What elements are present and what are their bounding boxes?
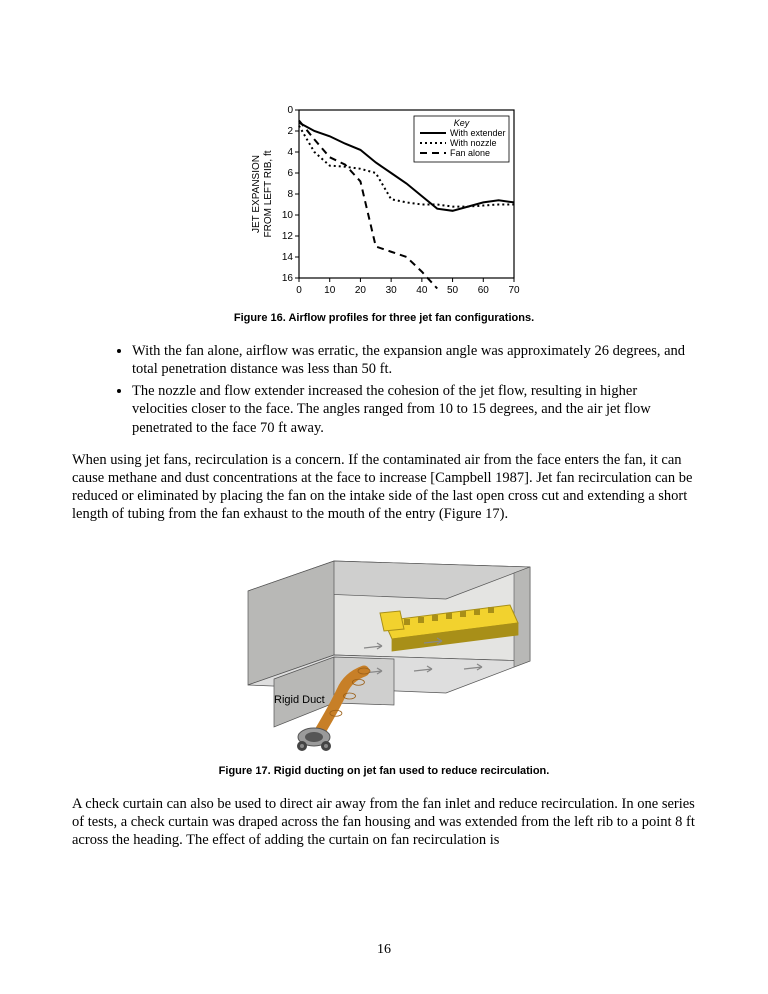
bullet-item: The nozzle and flow extender increased t… xyxy=(132,382,696,436)
page-number: 16 xyxy=(0,942,768,958)
bullet-item: With the fan alone, airflow was erratic,… xyxy=(132,342,696,378)
figure17-diagram: Rigid Duct xyxy=(72,533,696,753)
svg-text:16: 16 xyxy=(282,273,294,284)
svg-text:10: 10 xyxy=(282,210,294,221)
svg-text:0: 0 xyxy=(287,105,293,116)
figure16-chart: 0 10 20 30 40 50 60 70 0 2 4 6 8 10 12 14 16 JET EXPANSIO… xyxy=(72,100,696,300)
bullet-list: With the fan alone, airflow was erratic,… xyxy=(72,342,696,437)
svg-text:4: 4 xyxy=(287,147,293,158)
svg-text:6: 6 xyxy=(287,168,293,179)
svg-text:20: 20 xyxy=(355,285,367,296)
figure17-caption: Figure 17. Rigid ducting on jet fan used… xyxy=(72,765,696,777)
svg-text:14: 14 xyxy=(282,252,294,263)
svg-text:JET EXPANSION: JET EXPANSION xyxy=(251,155,262,233)
paragraph: A check curtain can also be used to dire… xyxy=(72,795,696,849)
figure16-caption: Figure 16. Airflow profiles for three je… xyxy=(72,312,696,324)
svg-text:60: 60 xyxy=(478,285,490,296)
svg-text:FROM LEFT RIB, ft: FROM LEFT RIB, ft xyxy=(263,150,274,237)
svg-text:Fan alone: Fan alone xyxy=(450,148,490,158)
svg-text:70: 70 xyxy=(508,285,520,296)
svg-text:Rigid Duct: Rigid Duct xyxy=(274,694,325,706)
svg-text:12: 12 xyxy=(282,231,294,242)
infographic: Rigid Duct xyxy=(214,533,554,753)
svg-text:50: 50 xyxy=(447,285,459,296)
svg-text:30: 30 xyxy=(386,285,398,296)
svg-text:0: 0 xyxy=(296,285,302,296)
svg-text:10: 10 xyxy=(324,285,336,296)
line-chart: 0 10 20 30 40 50 60 70 0 2 4 6 8 10 12 14 16 JET EXPANSIO… xyxy=(244,100,524,300)
svg-text:8: 8 xyxy=(287,189,293,200)
svg-text:Key: Key xyxy=(454,118,470,128)
svg-text:40: 40 xyxy=(416,285,428,296)
svg-text:2: 2 xyxy=(287,126,293,137)
paragraph: When using jet fans, recirculation is a … xyxy=(72,451,696,524)
svg-text:With extender: With extender xyxy=(450,128,506,138)
svg-text:With nozzle: With nozzle xyxy=(450,138,497,148)
